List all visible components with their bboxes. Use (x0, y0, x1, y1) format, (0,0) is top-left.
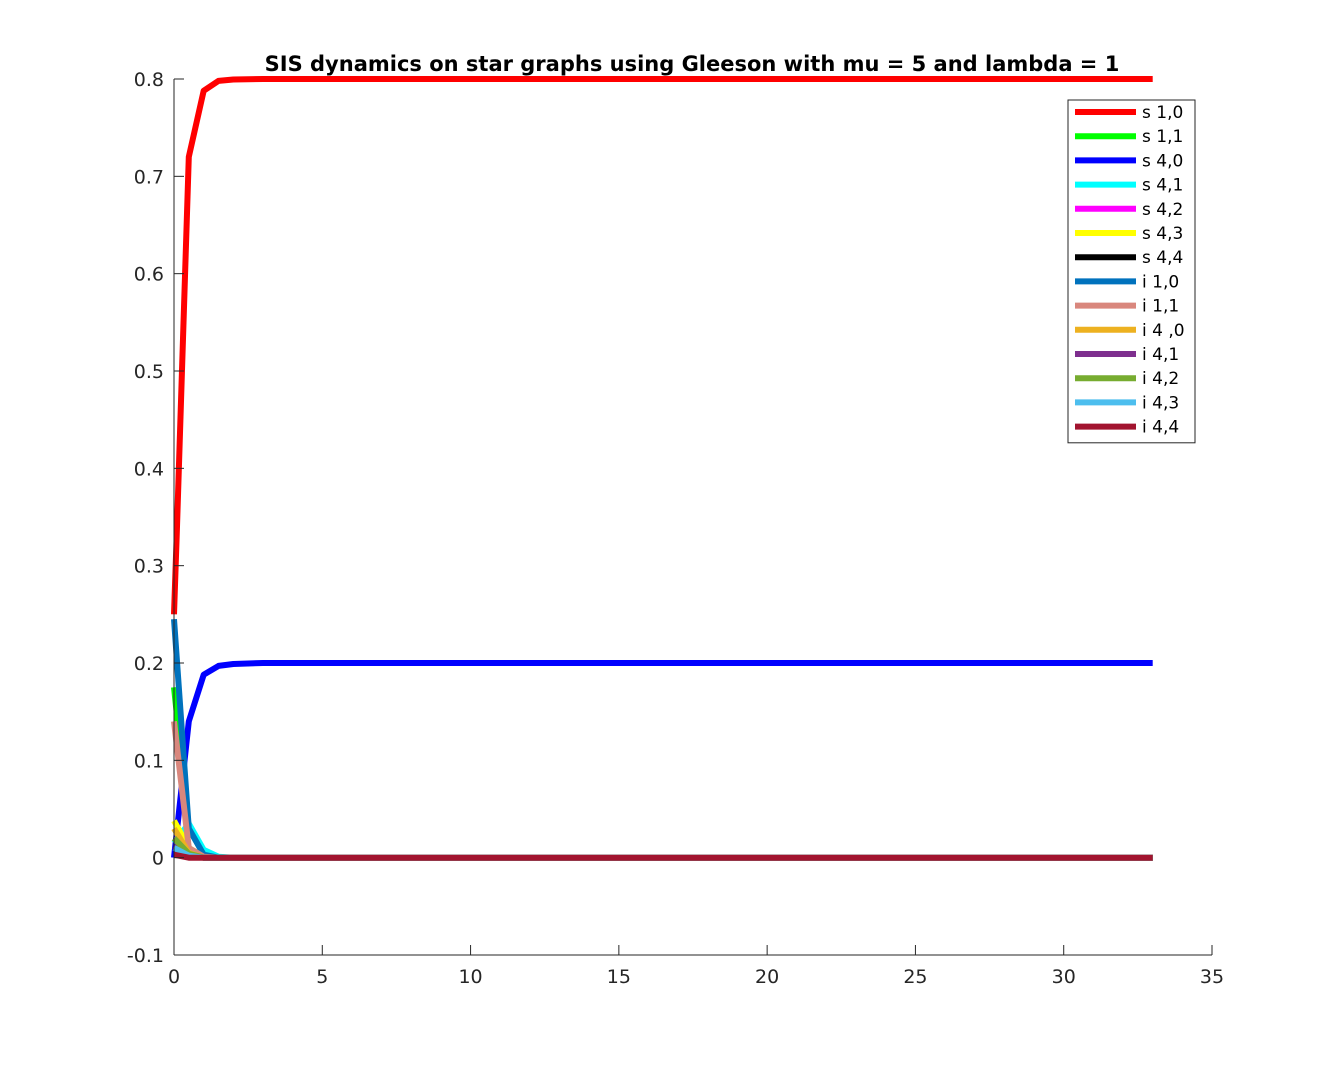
x-tick-label: 0 (168, 966, 180, 988)
y-tick-label: 0.6 (134, 264, 164, 286)
y-tick-label: -0.1 (127, 945, 164, 967)
y-tick-label: 0.5 (134, 361, 164, 383)
legend-label: i 4,2 (1142, 369, 1179, 389)
series-line-13 (173, 851, 1153, 861)
y-tick-label: 0.4 (134, 458, 164, 480)
series-line-0 (171, 76, 1153, 615)
chart-title: SIS dynamics on star graphs using Gleeso… (265, 52, 1120, 76)
x-tick-label: 15 (607, 966, 631, 988)
plot-lines (171, 76, 1153, 861)
y-tick-label: 0.2 (134, 653, 164, 675)
legend-label: s 4,0 (1142, 151, 1183, 171)
legend-label: i 4,3 (1142, 393, 1179, 413)
legend-label: s 4,3 (1142, 224, 1183, 244)
y-tick-label: 0.7 (134, 166, 164, 188)
x-tick-label: 35 (1200, 966, 1224, 988)
legend-label: s 4,1 (1142, 176, 1183, 196)
x-tick-label: 30 (1052, 966, 1076, 988)
legend-label: i 4,1 (1142, 345, 1179, 365)
legend-label: i 4 ,0 (1142, 321, 1185, 341)
y-tick-label: 0.3 (134, 556, 164, 578)
series-line-2 (171, 660, 1153, 859)
y-tick-label: 0 (152, 848, 164, 870)
legend-label: s 1,0 (1142, 103, 1183, 123)
x-tick-label: 20 (755, 966, 779, 988)
y-tick-label: 0.1 (134, 750, 164, 772)
legend-box (1067, 99, 1196, 444)
legend-label: i 1,1 (1142, 297, 1179, 317)
x-tick-label: 10 (458, 966, 482, 988)
legend: s 1,0 s 1,1 s 4,0 s 4,1 s 4,2 s 4,3 s 4,4 i 1,0… (1067, 99, 1196, 444)
y-tick-label: 0.8 (134, 69, 164, 91)
axes: 0 5 10 15 20 25 30 35-0.100.10.20.30.40.50.60.7… (127, 69, 1224, 988)
legend-label: i 1,0 (1142, 272, 1179, 292)
legend-label: s 4,2 (1142, 200, 1183, 220)
x-tick-label: 5 (316, 966, 328, 988)
legend-label: s 1,1 (1142, 127, 1183, 147)
legend-label: s 4,4 (1142, 248, 1183, 268)
legend-label: i 4,4 (1142, 418, 1179, 438)
x-tick-label: 25 (903, 966, 927, 988)
